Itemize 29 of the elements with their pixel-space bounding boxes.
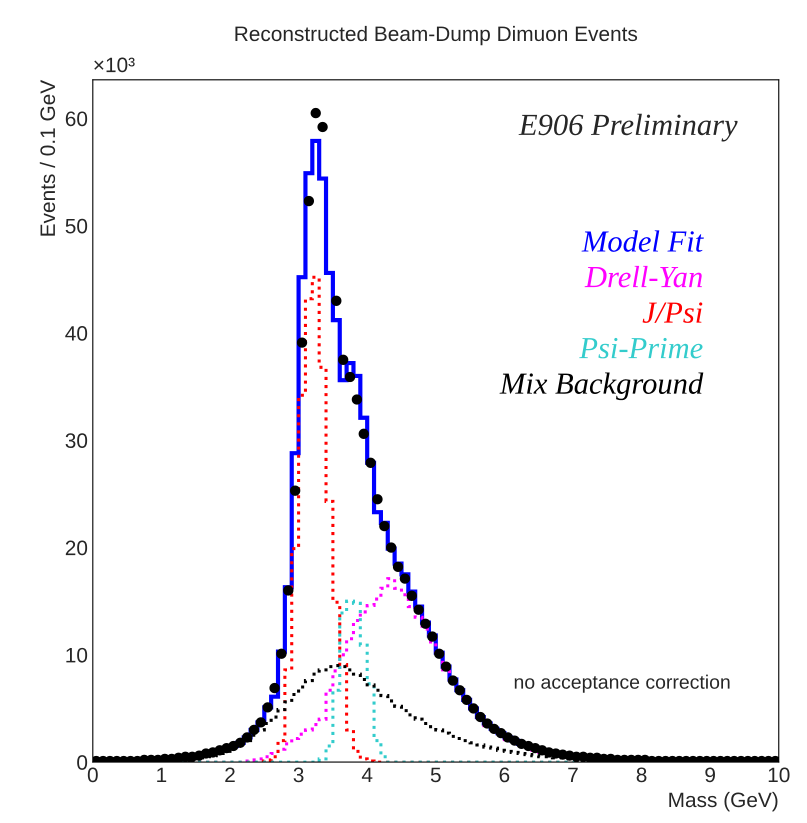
x-axis-title: Mass (GeV) (669, 792, 778, 812)
x-tick-label: 3 (294, 768, 304, 782)
x-tick-label: 5 (430, 768, 441, 782)
text: Mix Background (500, 372, 704, 400)
annotation: E906 Preliminary (518, 114, 738, 142)
x-tick-label: 4 (362, 768, 372, 782)
x-tick-label: 8 (636, 768, 646, 782)
x-tick-label: 9 (705, 768, 715, 782)
text: Drell-Yan (584, 266, 702, 288)
text: J/Psi (642, 302, 702, 323)
y-tick-label: 10 (66, 648, 88, 663)
text: ×10³ (94, 58, 135, 72)
y-tick-label: 50 (66, 218, 88, 234)
y-tick-label: 60 (66, 111, 88, 126)
x-tick-label: 7 (568, 768, 578, 782)
y-tick-label: 30 (66, 433, 88, 448)
x-tick-label: 1 (157, 768, 166, 782)
y-tick-label: 0 (77, 755, 88, 770)
text: Model Fit (582, 230, 704, 252)
annotation: no acceptance correction (514, 674, 730, 693)
x-tick-label: 6 (500, 768, 510, 782)
text: Psi-Prime (579, 338, 703, 358)
chart-title: Reconstructed Beam-Dump Dimuon Events (235, 26, 638, 46)
x-tick-label: 0 (88, 768, 98, 782)
y-axis-title: Events / 0.1 GeV (40, 80, 56, 236)
y-tick-label: 20 (66, 540, 88, 556)
x-tick-label: 10 (768, 768, 790, 782)
x-tick-label: 2 (225, 768, 235, 782)
y-tick-label: 40 (65, 326, 88, 341)
